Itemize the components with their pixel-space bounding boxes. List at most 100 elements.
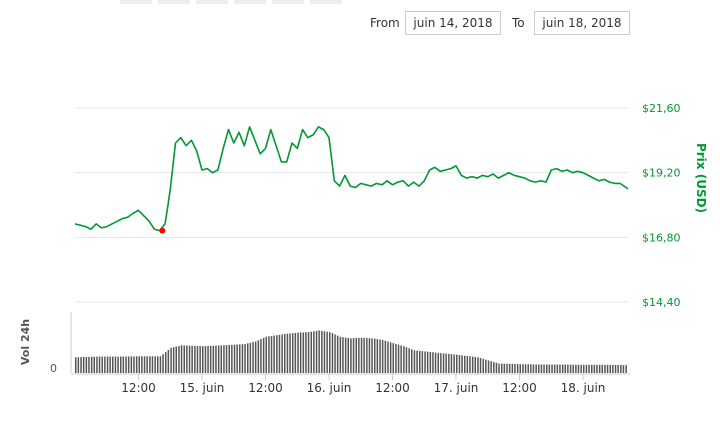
volume-bar <box>413 350 416 373</box>
volume-bar <box>281 334 283 373</box>
volume-bar <box>419 350 421 373</box>
volume-bar <box>202 346 204 373</box>
range-to-input[interactable]: juin 18, 2018 <box>534 11 630 35</box>
volume-bar <box>85 356 88 373</box>
volume-bar <box>601 364 603 373</box>
volume-bar <box>593 364 596 373</box>
volume-bar <box>363 337 365 373</box>
volume-bar <box>225 345 228 373</box>
toolbar-tab[interactable] <box>234 0 266 4</box>
volume-bar <box>241 344 244 373</box>
volume-bar <box>170 347 172 373</box>
price-series-line <box>74 126 629 232</box>
volume-bar <box>223 345 225 373</box>
volume-bar <box>588 364 590 373</box>
volume-bar <box>514 364 516 373</box>
volume-bar <box>329 332 331 374</box>
volume-bar <box>318 330 320 373</box>
volume-bar <box>101 356 103 373</box>
volume-bar <box>389 342 392 373</box>
volume-bar <box>302 332 305 373</box>
toolbar-tab[interactable] <box>310 0 342 4</box>
volume-bar <box>466 356 469 373</box>
price-y-tick-label: $16,80 <box>642 231 681 244</box>
range-from-label: From <box>370 16 400 30</box>
volume-bar <box>604 364 606 373</box>
volume-bar <box>157 356 159 373</box>
volume-bar <box>194 345 196 373</box>
volume-bar <box>141 356 143 373</box>
volume-bar <box>138 356 140 373</box>
volume-bar <box>220 345 222 373</box>
volume-bar <box>350 338 352 374</box>
volume-bar <box>204 346 207 373</box>
x-tick-label: 18. juin <box>561 381 606 395</box>
volume-bar <box>556 364 559 373</box>
volume-bar <box>326 331 328 373</box>
volume-bar <box>530 364 532 373</box>
volume-bar <box>543 364 545 373</box>
volume-bar <box>307 332 310 374</box>
volume-bar <box>334 334 336 373</box>
volume-bar <box>299 332 302 373</box>
volume-bar <box>508 363 511 373</box>
volume-bar <box>395 343 397 373</box>
volume-bar <box>355 338 357 373</box>
volume-bar <box>292 333 294 373</box>
volume-bar <box>265 336 267 373</box>
volume-bar <box>165 352 167 373</box>
volume-bar <box>461 355 463 373</box>
volume-bar <box>469 356 471 373</box>
volume-bar <box>564 364 566 373</box>
volume-bar <box>580 364 582 373</box>
volume-bar <box>371 338 373 374</box>
toolbar-tab[interactable] <box>158 0 190 4</box>
volume-bar <box>400 345 402 373</box>
volume-bar <box>493 362 495 373</box>
volume-bar <box>352 338 355 373</box>
volume-bar <box>273 335 275 373</box>
volume-bar <box>217 345 220 373</box>
price-y-tick-label: $21,60 <box>642 102 681 115</box>
volume-bar <box>440 353 442 373</box>
volume-bar <box>178 345 180 373</box>
toolbar-tab[interactable] <box>196 0 228 4</box>
volume-bar <box>450 354 453 373</box>
volume-bar <box>625 365 627 373</box>
x-tick-label: 12:00 <box>248 381 283 395</box>
volume-bar <box>538 364 540 373</box>
volume-bar <box>561 364 564 373</box>
volume-bar <box>374 338 376 373</box>
volume-bar <box>117 356 119 373</box>
toolbar-tab[interactable] <box>272 0 304 4</box>
volume-bar <box>284 334 286 373</box>
volume-bar <box>485 359 487 373</box>
volume-bar <box>424 351 426 373</box>
volume-bar <box>262 338 265 373</box>
volume-bar <box>546 364 548 373</box>
price-marker[interactable] <box>159 227 166 234</box>
volume-bar <box>524 364 527 373</box>
range-from-input[interactable]: juin 14, 2018 <box>405 11 501 35</box>
volume-bar <box>82 357 85 373</box>
volume-bar <box>90 356 93 373</box>
volume-bar <box>151 356 154 373</box>
volume-bar <box>236 344 238 373</box>
volume-bar <box>286 333 289 373</box>
price-y-ticks: $21,60 $19,20 $16,80 $14,40 <box>642 102 681 309</box>
volume-bar <box>591 364 593 373</box>
volume-bar <box>207 346 209 373</box>
volume-bar <box>487 360 490 373</box>
volume-bar <box>585 364 588 373</box>
volume-bar <box>622 365 625 373</box>
volume-bar <box>453 354 455 373</box>
volume-bar <box>336 335 339 373</box>
volume-bar <box>252 342 254 373</box>
volume-bar <box>516 364 519 373</box>
volume-bar <box>583 364 585 373</box>
volume-bar <box>228 345 230 373</box>
volume-bar <box>239 344 241 373</box>
volume-bar <box>310 331 312 373</box>
toolbar-tab[interactable] <box>120 0 152 4</box>
